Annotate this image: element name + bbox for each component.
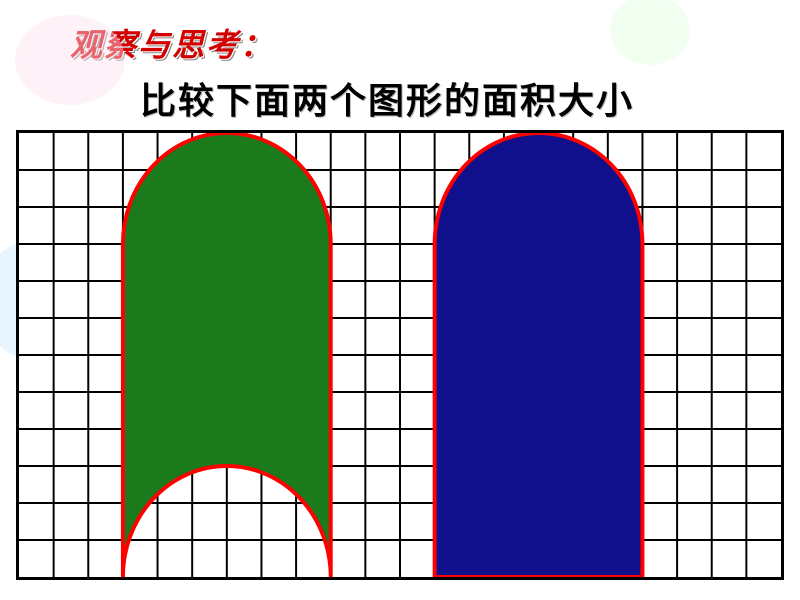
right-shape bbox=[435, 133, 643, 577]
title-observe: 观察与思考： bbox=[70, 20, 800, 66]
title-question: 比较下面两个图形的面积大小 bbox=[140, 72, 800, 124]
left-shape bbox=[123, 133, 331, 577]
decorative-blob bbox=[15, 15, 125, 105]
grid-container bbox=[16, 130, 784, 580]
comparison-shapes bbox=[19, 133, 781, 577]
